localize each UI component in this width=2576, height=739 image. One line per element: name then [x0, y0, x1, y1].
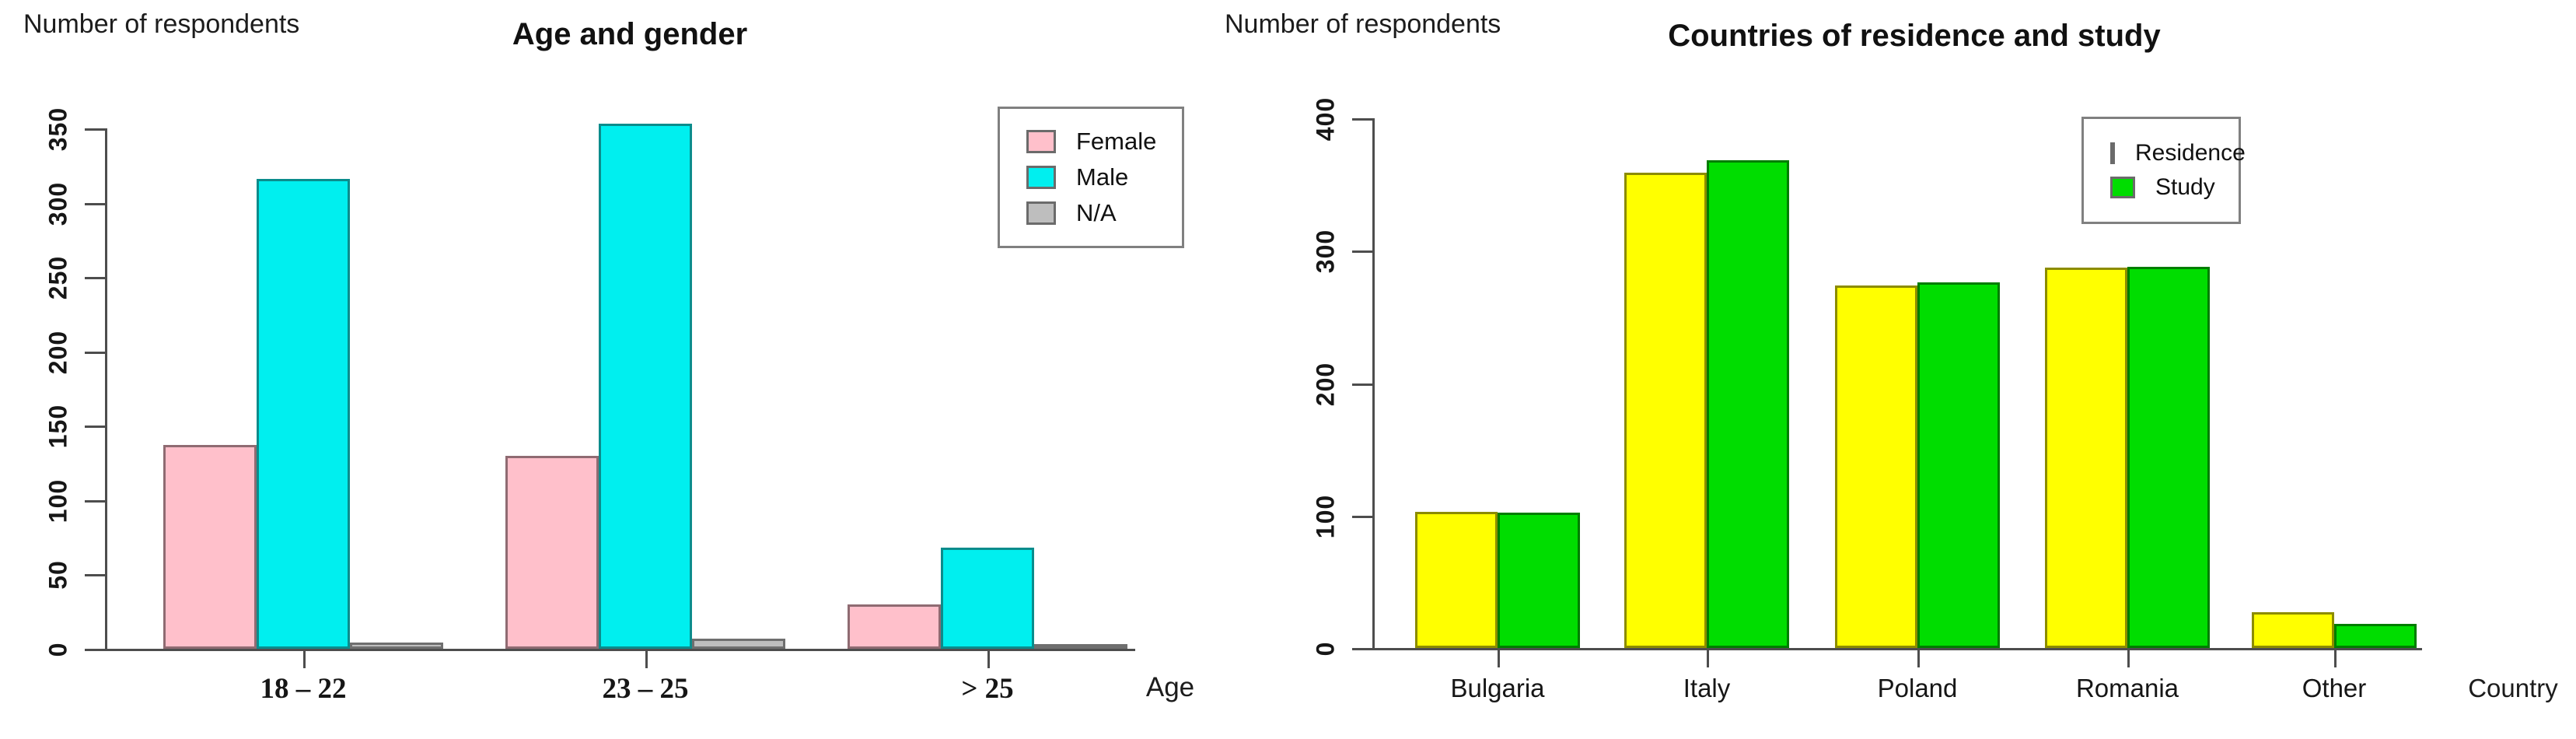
legend-swatch-residence: [2110, 142, 2115, 164]
y-axis-title: Number of respondents: [23, 9, 300, 39]
y-tick: [85, 426, 105, 429]
bar-female-2: [505, 455, 599, 649]
y-tick: [85, 128, 105, 131]
legend-swatch-study: [2110, 177, 2135, 198]
category-label-4: Romania: [2075, 674, 2179, 702]
bar-na-3: [1034, 644, 1127, 650]
y-tick: [1352, 250, 1372, 254]
legend-row-residence: Residence: [2110, 140, 2246, 166]
x-tick: [2334, 650, 2337, 667]
y-tick: [85, 202, 105, 205]
bar-study-3: [1917, 282, 2000, 648]
y-axis-title: Number of respondents: [1225, 9, 1501, 39]
category-label-3: Poland: [1877, 674, 1958, 702]
legend-countries: Residence Study: [2081, 117, 2246, 224]
bar-na-1: [350, 643, 443, 649]
legend-label: Male: [1076, 163, 1129, 191]
y-tick-label: 200: [44, 330, 72, 374]
x-tick: [645, 651, 648, 668]
x-tick: [1498, 650, 1500, 667]
x-axis-title: Country: [2468, 674, 2558, 702]
bar-female-3: [848, 604, 941, 649]
y-tick-label: 100: [1311, 494, 1340, 538]
x-axis-title: Age: [1145, 672, 1195, 702]
bar-residence-1: [1415, 511, 1498, 648]
y-tick-label: 200: [1311, 362, 1340, 406]
legend-row-study: Study: [2110, 174, 2239, 201]
legend-label: Residence: [2135, 140, 2246, 166]
chart-title: Age and gender: [512, 17, 748, 51]
bar-residence-2: [1624, 172, 1707, 648]
y-tick: [85, 649, 105, 651]
legend-row-na: N/A: [1026, 199, 1182, 227]
bar-residence-4: [2045, 268, 2127, 648]
y-tick: [85, 351, 105, 354]
x-tick: [987, 651, 990, 668]
bar-study-2: [1707, 160, 1789, 648]
category-label-5: Other: [2302, 674, 2367, 702]
legend-swatch-male: [1026, 166, 1056, 189]
y-tick: [1352, 383, 1372, 386]
category-label-3: > 25: [961, 673, 1014, 705]
x-tick: [303, 651, 306, 668]
bar-residence-3: [1835, 285, 1917, 648]
legend-row-male: Male: [1026, 163, 1182, 191]
y-tick-label: 300: [44, 181, 72, 226]
y-tick-label: 100: [44, 478, 72, 524]
y-tick: [1352, 118, 1372, 121]
y-tick-label: 250: [44, 256, 72, 300]
legend-label: Study: [2155, 174, 2215, 200]
legend-swatch-female: [1026, 130, 1056, 153]
y-tick: [1352, 648, 1372, 650]
bar-male-3: [941, 548, 1034, 649]
y-tick-label: 0: [1311, 641, 1340, 657]
y-tick: [85, 277, 105, 280]
bar-male-1: [257, 179, 350, 649]
chart-title: Countries of residence and study: [1668, 19, 2161, 53]
y-tick: [85, 499, 105, 503]
legend-label: N/A: [1076, 199, 1117, 226]
legend-row-female: Female: [1026, 128, 1182, 156]
y-tick-label: 350: [44, 107, 72, 152]
bar-na-2: [692, 638, 785, 649]
y-tick-label: 0: [44, 642, 72, 657]
legend-age-gender: Female Male N/A: [998, 107, 1184, 248]
category-label-2: Italy: [1683, 674, 1731, 702]
bar-study-4: [2127, 266, 2210, 648]
y-tick-label: 300: [1311, 229, 1340, 274]
category-label-1: 18 – 22: [260, 673, 347, 705]
category-label-2: 23 – 25: [602, 673, 689, 705]
y-tick-label: 50: [44, 560, 72, 590]
y-tick: [85, 574, 105, 577]
y-axis-line: [1372, 118, 1375, 650]
x-axis-line: [1372, 648, 2422, 650]
x-tick: [1917, 650, 1920, 667]
bar-residence-5: [2252, 612, 2334, 648]
legend-swatch-na: [1026, 201, 1056, 225]
y-tick: [1352, 515, 1372, 518]
bar-study-1: [1498, 513, 1580, 648]
bar-male-2: [599, 124, 692, 649]
bar-study-5: [2334, 624, 2417, 648]
category-label-1: Bulgaria: [1450, 674, 1545, 702]
x-tick: [1707, 650, 1709, 667]
x-tick: [2127, 650, 2130, 667]
y-tick-label: 150: [44, 405, 72, 449]
y-axis-line: [105, 128, 107, 651]
x-axis-line: [105, 649, 1135, 651]
legend-label: Female: [1076, 128, 1157, 155]
bar-female-1: [163, 445, 257, 649]
y-tick-label: 400: [1311, 96, 1340, 142]
